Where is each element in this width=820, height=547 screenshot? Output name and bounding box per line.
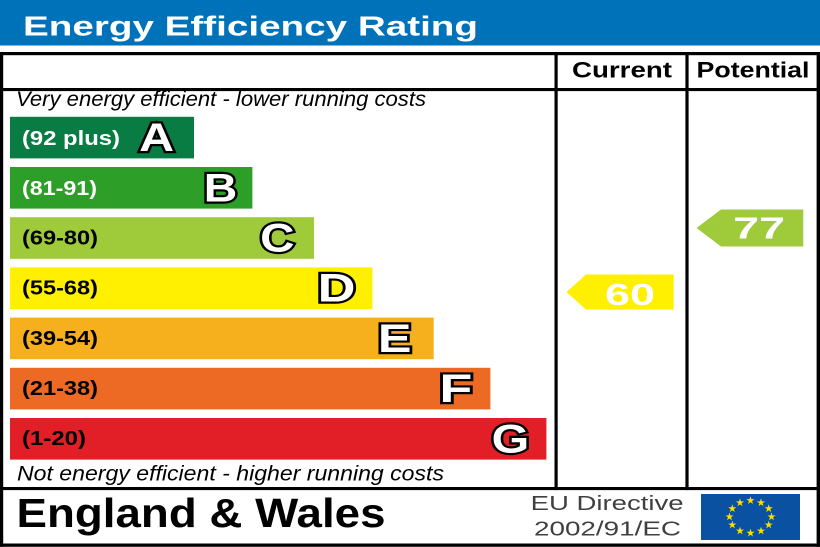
svg-text:77: 77 — [733, 211, 785, 246]
svg-text:Energy Efficiency Rating: Energy Efficiency Rating — [23, 11, 478, 42]
svg-text:D: D — [318, 266, 356, 311]
svg-text:EU Directive: EU Directive — [531, 493, 684, 515]
svg-text:(39-54): (39-54) — [22, 328, 98, 350]
svg-text:Not energy efficient - higher: Not energy efficient - higher running co… — [17, 463, 445, 486]
svg-text:E: E — [378, 316, 412, 361]
svg-text:(21-38): (21-38) — [22, 378, 98, 400]
svg-text:A: A — [139, 116, 174, 160]
svg-text:C: C — [260, 216, 294, 261]
svg-text:B: B — [204, 166, 238, 210]
svg-text:G: G — [492, 417, 530, 461]
svg-text:(92 plus): (92 plus) — [22, 128, 120, 150]
svg-text:2002/91/EC: 2002/91/EC — [534, 519, 681, 541]
svg-text:Potential: Potential — [697, 58, 810, 83]
svg-text:England & Wales: England & Wales — [17, 490, 386, 536]
svg-text:(81-91): (81-91) — [22, 178, 97, 200]
svg-text:Very energy efficient - lower: Very energy efficient - lower running co… — [16, 88, 427, 111]
svg-text:F: F — [439, 367, 472, 412]
svg-text:(1-20): (1-20) — [22, 428, 86, 450]
svg-text:60: 60 — [605, 277, 655, 312]
svg-text:(55-68): (55-68) — [22, 278, 98, 300]
svg-text:(69-80): (69-80) — [22, 227, 98, 249]
svg-text:Current: Current — [572, 58, 673, 83]
